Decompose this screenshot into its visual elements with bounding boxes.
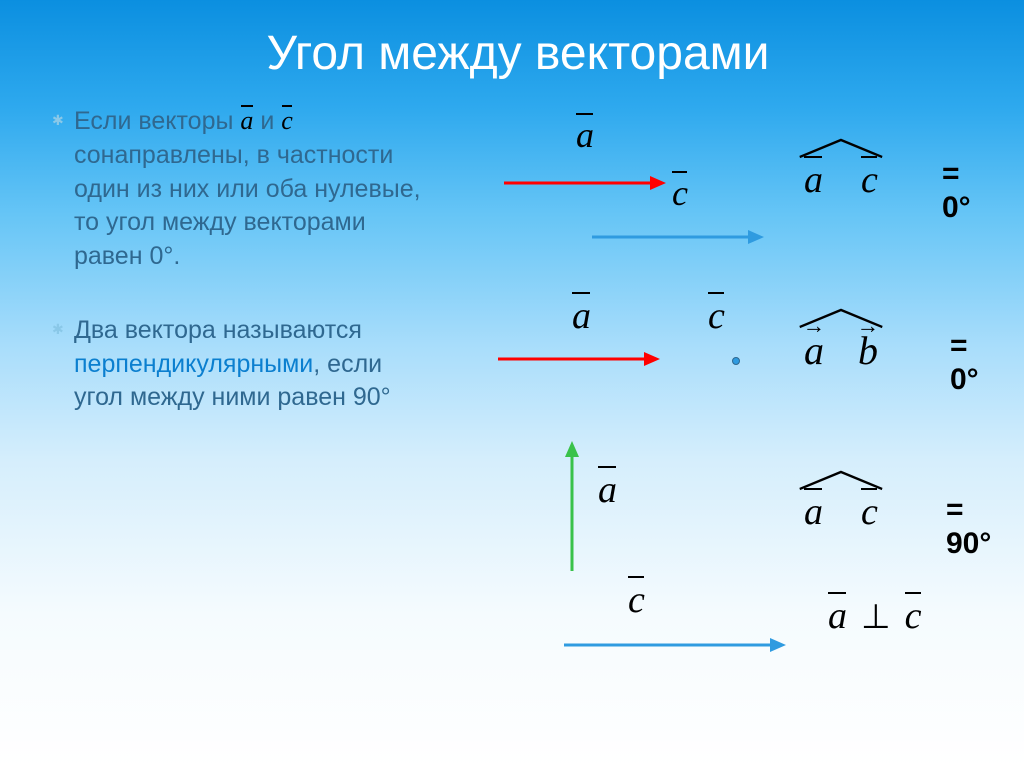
c3-perp-expr: a ⊥ c (828, 597, 922, 637)
bullet-2: Два вектора называются перпендикулярными… (52, 314, 432, 415)
c1-label-a: a (576, 117, 594, 153)
c2-label-a: a (572, 297, 591, 335)
c2-angle-pair: a b (804, 331, 878, 371)
perp-c: c (905, 597, 922, 635)
b1-part-b: и (260, 107, 281, 135)
c1-arrow-a (504, 181, 664, 185)
c1-arrow-c (592, 235, 762, 239)
c2-arrow-a (498, 357, 658, 361)
c1-label-c: c (672, 175, 688, 211)
c2-pair-a: a (804, 331, 824, 371)
b2-perp-word: перпендикулярными (74, 350, 313, 378)
c1-pair-c: c (861, 161, 878, 199)
c2-label-c: c (708, 297, 725, 335)
c1-angle-pair: a c (804, 161, 878, 199)
c1-pair-a: a (804, 161, 823, 199)
right-column: a c a c = 0° a c a b = 0° a c (452, 99, 984, 659)
bullet-1: Если векторы a и c сонаправлены, в частн… (52, 105, 432, 274)
inline-vec-a: a (240, 108, 253, 134)
c3-label-a: a (598, 471, 617, 509)
c2-pair-b: b (858, 331, 878, 371)
c3-result: = 90° (946, 493, 991, 561)
c3-label-c: c (628, 581, 645, 619)
slide: Угол между векторами Если векторы a и c … (0, 0, 1024, 699)
content-row: Если векторы a и c сонаправлены, в частн… (52, 99, 984, 659)
b1-part-a: Если векторы (74, 107, 240, 135)
perp-symbol: ⊥ (861, 597, 891, 637)
c1-result: = 0° (942, 157, 984, 225)
left-column: Если векторы a и c сонаправлены, в частн… (52, 99, 432, 659)
inline-vec-c: c (281, 108, 293, 134)
c3-arrow-a (570, 443, 574, 571)
c3-pair-a: a (804, 493, 823, 531)
b2-part-a: Два вектора называются (74, 316, 362, 344)
page-title: Угол между векторами (52, 26, 984, 81)
c3-arrow-c (564, 643, 784, 647)
c3-angle-pair: a c (804, 493, 878, 531)
b1-part-c: сонаправлены, в частности один из них ил… (74, 141, 421, 270)
c2-result: = 0° (950, 329, 984, 397)
c3-pair-c: c (861, 493, 878, 531)
c2-point-c (732, 357, 740, 365)
perp-a: a (828, 597, 847, 635)
